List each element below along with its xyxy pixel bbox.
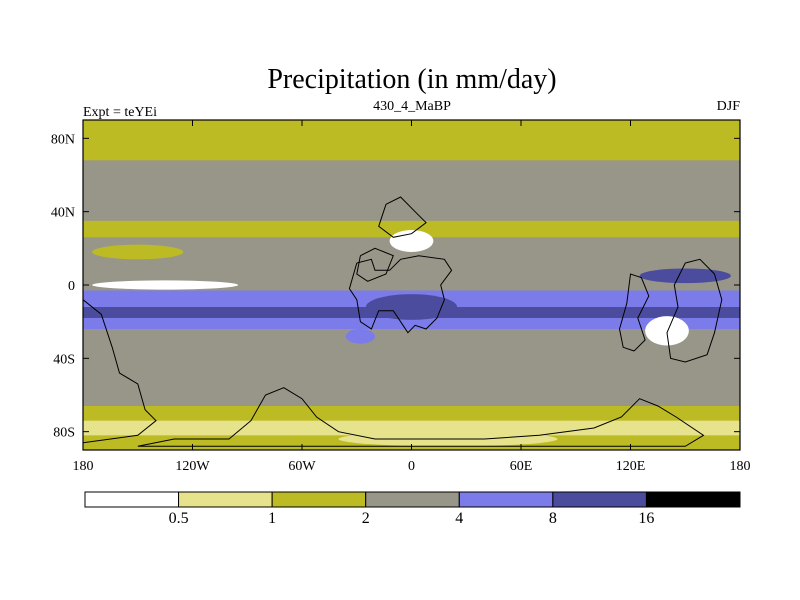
land-outline-laurentia (356, 247, 394, 282)
precip-feature-south-atlantic-wet (345, 329, 375, 344)
land-outline-west-coast-fragment (83, 299, 157, 444)
precip-band (83, 343, 740, 369)
precip-band (83, 175, 740, 191)
land-outline-east-asia-block (618, 273, 650, 352)
precip-feature-dry-equatorial-pacific (92, 280, 239, 290)
period-label: 430_4_MaBP (373, 99, 451, 114)
precip-band (83, 134, 740, 147)
colorbar-swatch (271, 491, 367, 508)
land-outlines (83, 196, 723, 447)
land-outline-antarctica (137, 387, 705, 447)
precip-feature-gondwana-wet (365, 294, 458, 320)
precip-band (83, 391, 740, 407)
y-tick-label: 40N (51, 206, 75, 221)
precip-band (83, 318, 740, 330)
colorbar-label: 0.5 (169, 510, 189, 527)
x-tick-label: 180 (73, 459, 94, 474)
colorbar-label: 2 (362, 510, 370, 527)
precip-feature-australia-dry (645, 316, 689, 346)
colorbar-swatch (458, 491, 554, 508)
precip-band (83, 202, 740, 222)
x-tick-label: 0 (408, 459, 415, 474)
precipitation-field (83, 120, 740, 450)
experiment-label: Expt = teYEi (83, 105, 157, 120)
precip-band (83, 329, 740, 345)
precip-band (83, 189, 740, 204)
precip-band (83, 266, 740, 281)
y-tick-label: 40S (53, 352, 75, 367)
y-tick-label: 80N (51, 132, 75, 147)
colorbar-swatch (84, 491, 180, 508)
colorbar-label: 4 (455, 510, 463, 527)
precip-band (83, 160, 740, 176)
x-tick-label: 180 (730, 459, 751, 474)
colorbar-swatch (178, 491, 273, 508)
colorbar-label: 8 (549, 510, 557, 527)
colorbar-swatch (365, 491, 460, 508)
colorbar-swatch (552, 491, 647, 508)
precip-band (83, 279, 740, 292)
precip-band (83, 120, 740, 136)
season-label: DJF (717, 99, 741, 114)
x-tick-label: 60E (510, 459, 533, 474)
y-tick-label: 80S (53, 426, 75, 441)
precip-band (83, 420, 740, 436)
precip-band (83, 367, 740, 392)
precip-band (83, 220, 740, 238)
precip-band (83, 145, 740, 161)
precip-feature-north-pacific-storm (92, 244, 184, 260)
x-tick-label: 120E (616, 459, 646, 474)
colorbar-label: 1 (268, 510, 276, 527)
axes: 180 120W 60W 0 60E 120E 180 80N 40N 0 40S 80S (51, 120, 751, 474)
colorbar-label: 16 (638, 510, 654, 527)
land-outline-siberia (666, 258, 723, 363)
precip-feature-west-pacific-wet (639, 268, 731, 284)
land-outline-baltica (378, 196, 427, 238)
precip-band (83, 406, 740, 422)
chart-title: Precipitation (in mm/day) (267, 64, 556, 95)
y-tick-label: 0 (68, 279, 75, 294)
colorbar: 0.5 1 2 4 8 16 (84, 491, 741, 527)
x-tick-label: 120W (175, 459, 210, 474)
x-tick-label: 60W (288, 459, 316, 474)
land-outline-gondwana-africa (348, 255, 453, 334)
precip-band (83, 252, 740, 268)
colorbar-swatch (645, 491, 741, 508)
